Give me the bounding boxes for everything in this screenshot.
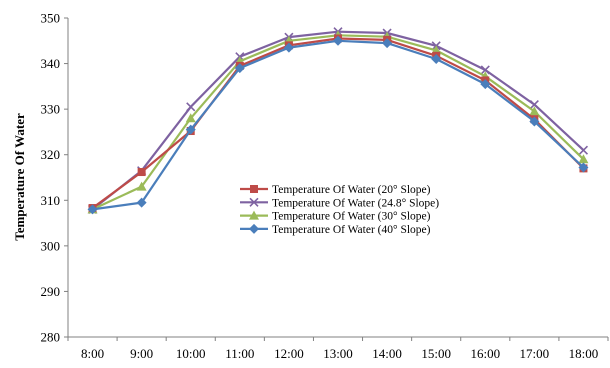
x-tick-label: 10:00 [176,346,206,361]
data-point-marker [234,63,245,74]
y-tick-label: 330 [41,102,61,117]
data-point-marker [578,154,589,164]
series-line [91,30,585,211]
x-axis-ticks: 8:00 9:00 10:00 11:00 12:00 13:00 14:00 15:00 16… [67,337,609,361]
x-tick-label: 8:00 [81,346,104,361]
axes [67,18,608,338]
data-point-marker [431,54,442,65]
legend-label: Temperature Of Water (24.8° Slope) [272,197,439,209]
data-point-marker [578,145,589,155]
y-tick-label: 290 [41,284,61,299]
y-tick-label: 280 [41,330,61,345]
legend-label: Temperature Of Water (20° Slope) [272,184,431,196]
y-tick-label: 320 [41,147,61,162]
data-point-marker [136,181,147,191]
data-point-marker [249,197,259,207]
legend-label: Temperature Of Water (30° Slope) [272,211,431,223]
x-tick-label: 9:00 [130,346,153,361]
data-point-marker [136,197,147,208]
x-tick-label: 12:00 [274,346,304,361]
legend-label: Temperature Of Water (40° Slope) [272,224,431,236]
y-axis-title: Temperature Of Water [12,113,27,241]
data-point-marker [529,116,540,127]
data-point-marker [333,35,343,46]
data-point-marker [185,124,196,135]
data-point-marker [283,42,294,53]
data-point-marker [382,38,393,49]
series-3 [87,35,589,215]
data-point-marker [185,113,196,123]
x-tick-label: 18:00 [569,346,599,361]
data-point-marker [480,65,490,75]
x-tick-label: 13:00 [323,346,353,361]
data-point-marker [249,210,259,220]
y-axis-ticks: 280 290 300 310 320 330 340 350 [41,11,68,345]
data-point-marker [529,100,539,110]
y-tick-label: 310 [41,193,61,208]
data-point-marker [250,185,258,193]
x-tick-label: 14:00 [372,346,402,361]
series-line [91,37,585,209]
data-point-marker [87,204,98,215]
series-group [87,27,589,215]
x-tick-label: 16:00 [470,346,500,361]
data-point-marker [137,168,146,177]
y-tick-label: 350 [41,11,61,26]
data-point-marker [249,223,259,234]
x-tick-label: 17:00 [520,346,550,361]
y-tick-label: 340 [41,56,61,71]
x-tick-label: 15:00 [421,346,451,361]
data-point-marker [480,79,491,90]
data-point-marker [529,106,540,116]
x-tick-label: 11:00 [225,346,254,361]
y-tick-label: 300 [41,238,61,253]
data-point-marker [186,102,196,112]
legend: Temperature Of Water (20° Slope)Temperat… [240,184,439,236]
data-point-marker [578,162,589,173]
